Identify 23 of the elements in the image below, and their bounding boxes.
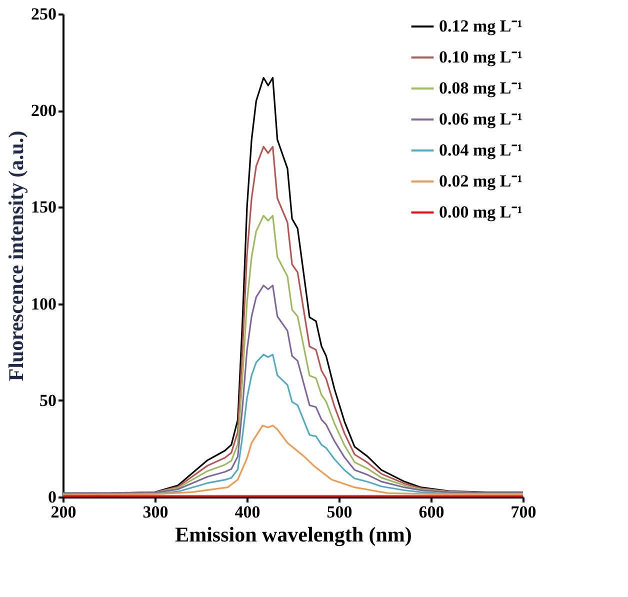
line-series — [63, 424, 523, 496]
legend-label: 0.10 mg L⁻¹ — [439, 48, 522, 66]
legend-label: 0.04 mg L⁻¹ — [439, 140, 522, 160]
y-tick-label: 150 — [31, 198, 56, 217]
y-tick-label: 250 — [31, 4, 56, 24]
x-tick-label: 400 — [234, 502, 260, 522]
y-tick-label: 200 — [31, 101, 56, 120]
legend-label: 0.12 mg L⁻¹ — [439, 16, 522, 36]
legend-label: 0.06 mg L⁻¹ — [439, 110, 522, 128]
x-axis-title: Emission wavelength (nm) — [175, 522, 412, 546]
y-tick-label: 100 — [31, 294, 56, 314]
line-series — [63, 284, 523, 494]
x-tick-label: 600 — [418, 502, 444, 522]
legend-label: 0.08 mg L⁻¹ — [439, 78, 522, 98]
line-series — [63, 354, 523, 495]
x-tick-label: 700 — [510, 502, 536, 522]
x-tick-label: 300 — [142, 502, 168, 522]
y-tick-label: 0 — [48, 488, 56, 506]
y-tick-label: 50 — [40, 390, 56, 410]
legend-label: 0.00 mg L⁻¹ — [439, 202, 522, 222]
x-tick-label: 500 — [326, 502, 352, 522]
y-axis-title: Fluorescence intensity (a.u.) — [4, 130, 28, 382]
legend-label: 0.02 mg L⁻¹ — [439, 172, 522, 190]
